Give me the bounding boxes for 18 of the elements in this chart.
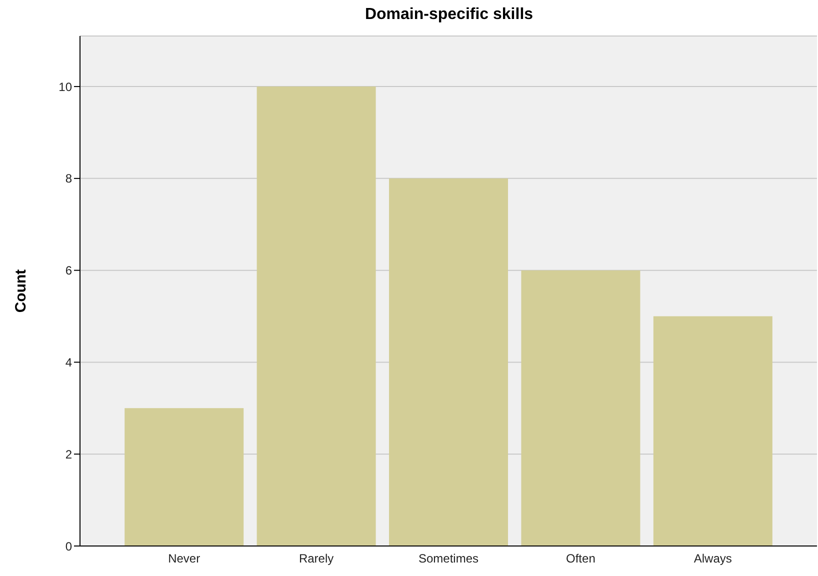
chart-title: Domain-specific skills [364, 6, 534, 24]
x-tick-label: Often [566, 552, 596, 566]
y-tick-label: 10 [58, 80, 72, 94]
bar [256, 86, 376, 546]
bar [521, 270, 640, 546]
y-tick-label: 6 [65, 264, 72, 278]
x-tick-label: Sometimes [418, 552, 479, 566]
x-tick-label: Always [694, 552, 732, 566]
bar [653, 316, 772, 546]
bar [389, 178, 508, 546]
bar [124, 408, 244, 546]
y-axis-title: Count [12, 269, 30, 313]
y-tick-label: 4 [65, 355, 72, 370]
x-tick-label: Rarely [298, 552, 334, 566]
y-tick-label: 8 [65, 172, 72, 186]
y-tick-label: 2 [65, 447, 72, 462]
y-tick-label: 0 [65, 539, 72, 554]
x-tick-label: Never [168, 552, 200, 566]
